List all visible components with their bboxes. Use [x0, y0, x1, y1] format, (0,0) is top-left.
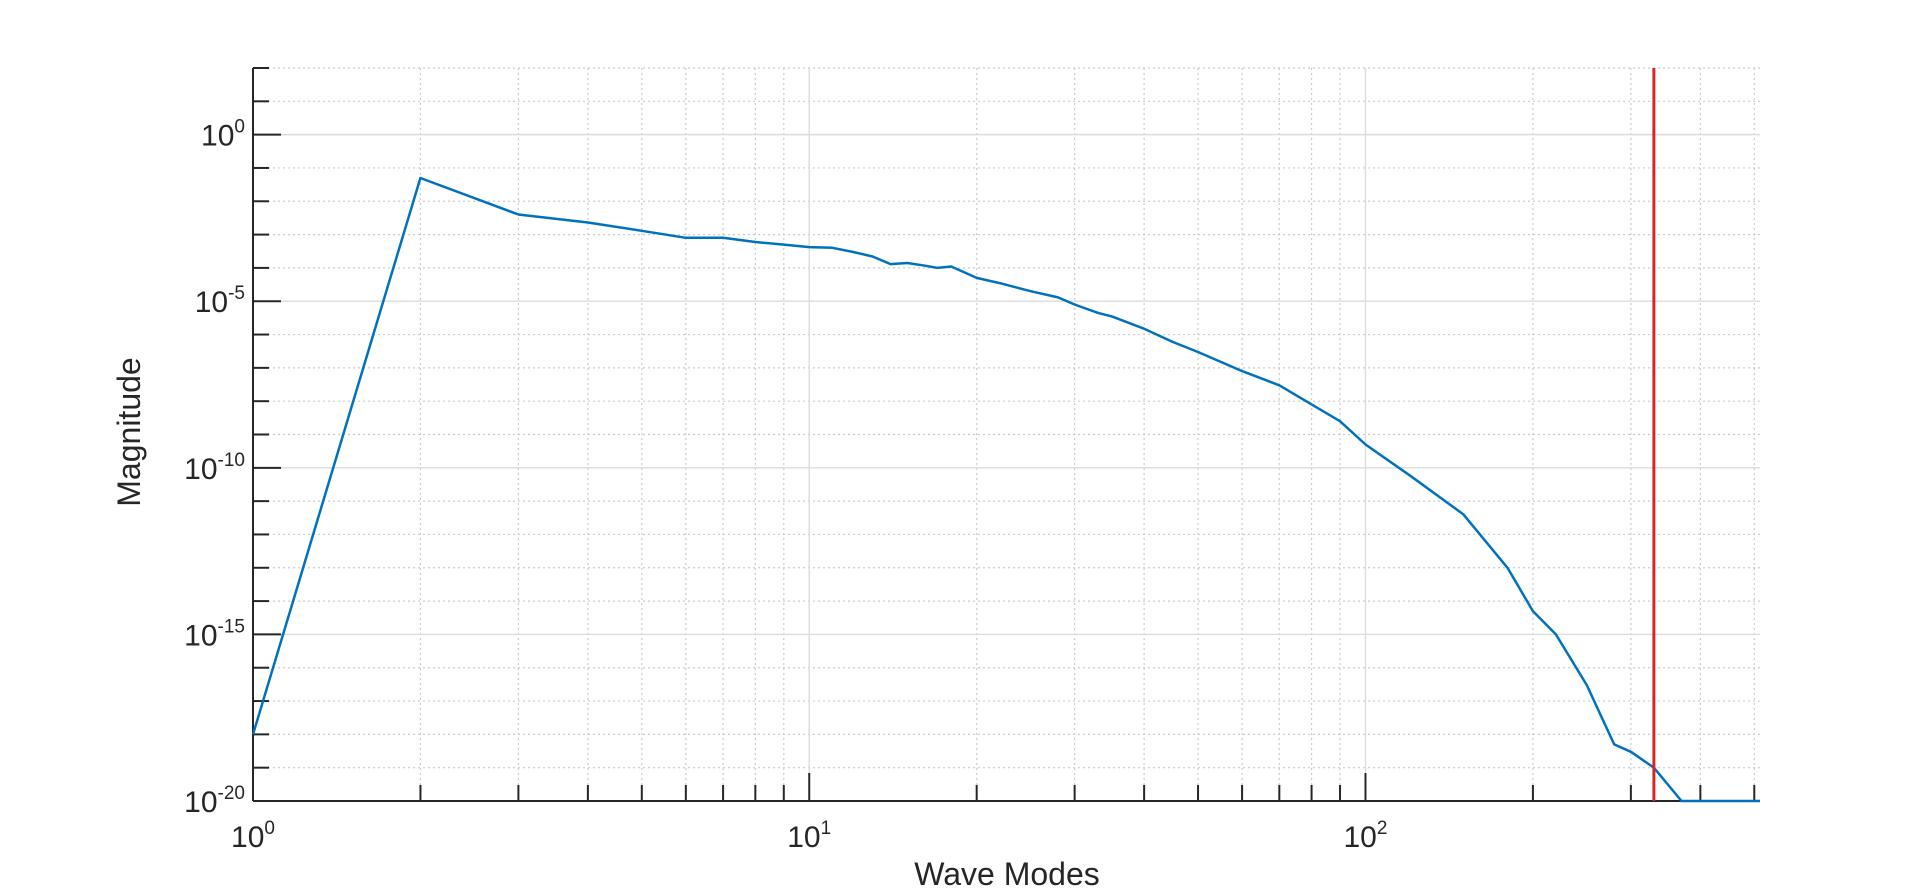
- y-tick-label: 100: [201, 117, 245, 153]
- y-tick-label: 10-10: [184, 450, 245, 486]
- x-tick-label: 100: [231, 818, 275, 854]
- x-tick-label: 102: [1344, 818, 1388, 854]
- minor-grid: [253, 67, 1760, 801]
- x-axis-label: Wave Modes: [914, 856, 1100, 891]
- y-tick-label: 10-5: [195, 283, 245, 319]
- tick-labels: 100 101 102 100 10-5 10-10 10-15 10-20: [184, 117, 1387, 854]
- series-line: [251, 176, 1760, 803]
- x-tick-label: 101: [787, 818, 831, 854]
- y-axis-label: Magnitude: [111, 357, 147, 506]
- y-tick-label: 10-20: [184, 783, 245, 819]
- axes: [252, 67, 1760, 802]
- plot-area: [251, 68, 1760, 803]
- y-tick-label: 10-15: [184, 616, 245, 652]
